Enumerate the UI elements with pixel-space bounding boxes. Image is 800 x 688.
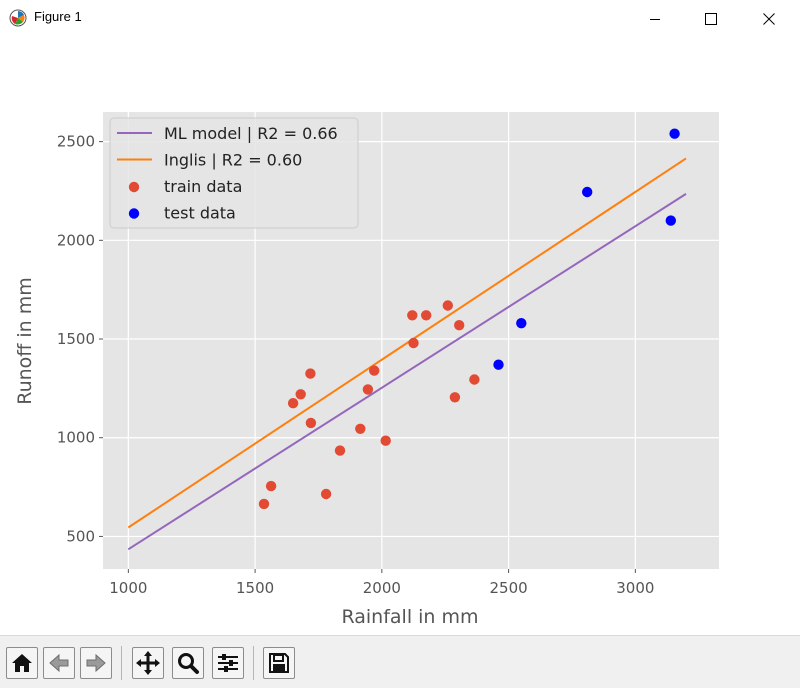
data-point-3 — [516, 318, 527, 329]
maximize-button[interactable] — [688, 0, 734, 37]
data-point-2 — [320, 488, 332, 500]
data-point-3 — [669, 128, 680, 139]
maximize-icon — [705, 12, 717, 25]
configure-subplots-icon — [218, 654, 238, 672]
zoom-icon — [178, 653, 199, 674]
y-tick-label: 2500 — [57, 133, 95, 151]
y-tick-label: 2000 — [57, 231, 95, 249]
data-point-2 — [305, 417, 317, 429]
toolbar-separator — [253, 646, 254, 680]
x-tick-label: 1000 — [109, 579, 147, 597]
data-point-2 — [380, 435, 391, 446]
y-axis-label: Runoff in mm — [14, 277, 36, 405]
x-tick-label: 2000 — [363, 579, 401, 597]
legend-label: ML model | R2 = 0.66 — [164, 124, 338, 143]
back-button[interactable] — [43, 647, 75, 679]
x-tick-label: 1500 — [236, 579, 274, 597]
legend-label: Inglis | R2 = 0.60 — [164, 151, 302, 170]
data-point-2 — [442, 300, 453, 311]
figure-canvas: 1000 1500 2000 2500 3000 500 1000 1500 2000 2500 … — [0, 37, 800, 635]
data-point-2 — [305, 368, 316, 379]
matplotlib-icon — [9, 9, 27, 27]
y-tick-label: 1500 — [57, 330, 95, 348]
save-icon — [269, 653, 289, 673]
series-line-1 — [127, 157, 687, 529]
home-button[interactable] — [6, 647, 38, 679]
legend-marker-swatch — [128, 181, 140, 193]
minimize-icon — [650, 18, 660, 20]
data-point-3 — [582, 186, 593, 198]
data-point-2 — [295, 389, 306, 400]
back-arrow-icon — [49, 653, 69, 673]
x-axis-label: Rainfall in mm — [341, 606, 478, 628]
legend-label: train data — [164, 177, 242, 196]
data-point-2 — [449, 392, 461, 403]
legend-box — [109, 117, 359, 229]
data-point-2 — [287, 398, 299, 409]
data-point-2 — [407, 310, 418, 321]
x-tick-label: 3000 — [616, 579, 654, 597]
window-titlebar: Figure 1 — [0, 0, 800, 37]
close-button[interactable] — [746, 0, 792, 37]
data-point-2 — [355, 423, 366, 434]
data-point-2 — [334, 445, 346, 456]
configure-subplots-button[interactable] — [212, 647, 244, 679]
chart-svg: 1000 1500 2000 2500 30005001000150020002500 … — [14, 112, 719, 628]
forward-arrow-icon — [86, 653, 106, 673]
zoom-button[interactable] — [172, 647, 204, 679]
save-button[interactable] — [263, 647, 295, 679]
data-point-2 — [362, 384, 374, 395]
data-point-2 — [369, 365, 380, 376]
series-line-0 — [127, 193, 687, 551]
data-point-3 — [665, 215, 676, 226]
pan-icon — [136, 651, 160, 675]
y-tick-label: 500 — [66, 527, 95, 545]
x-tick-label: 2500 — [490, 579, 528, 597]
navigation-toolbar — [0, 635, 800, 688]
data-point-2 — [408, 337, 419, 349]
data-point-2 — [265, 480, 277, 492]
data-point-2 — [454, 320, 465, 331]
close-icon — [763, 12, 775, 25]
legend-marker-swatch — [128, 208, 140, 219]
y-tick-label: 1000 — [57, 429, 95, 447]
forward-button[interactable] — [80, 647, 112, 679]
pan-button[interactable] — [132, 647, 164, 679]
data-point-2 — [258, 498, 270, 510]
toolbar-separator — [121, 646, 122, 680]
data-point-2 — [469, 374, 480, 385]
legend-label: test data — [164, 204, 236, 223]
window-title: Figure 1 — [34, 9, 82, 24]
data-point-2 — [421, 310, 432, 321]
home-icon — [12, 654, 32, 672]
data-point-3 — [493, 359, 504, 370]
minimize-button[interactable] — [632, 0, 678, 37]
